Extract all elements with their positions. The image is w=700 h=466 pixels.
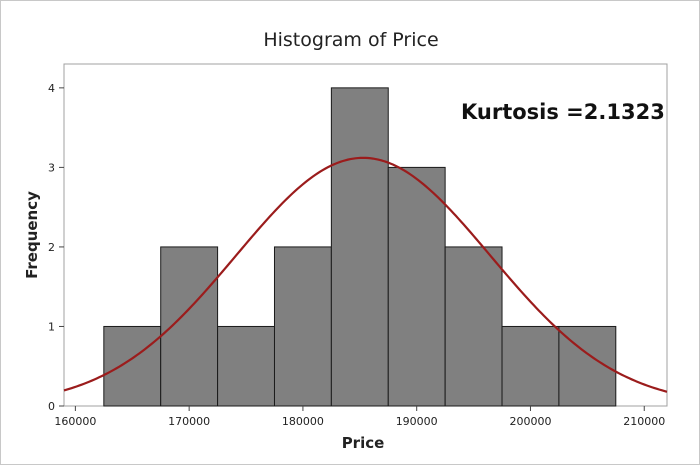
- histogram-bar: [273, 246, 332, 407]
- normal-fit-curve: [63, 156, 668, 393]
- curve-group: [63, 156, 668, 393]
- y-axis-ticks: 0 1 2 3 4: [48, 82, 64, 413]
- histogram-bar: [387, 166, 446, 407]
- x-tick-label: 180000: [282, 415, 324, 428]
- y-tick-label: 1: [48, 320, 55, 333]
- bars-group: [103, 87, 617, 407]
- y-tick-label: 4: [48, 82, 55, 95]
- x-tick-label: 200000: [509, 415, 551, 428]
- histogram-bar: [160, 246, 219, 407]
- x-tick-label: 170000: [168, 415, 210, 428]
- histogram-bar: [501, 325, 560, 407]
- x-tick-label: 190000: [396, 415, 438, 428]
- histogram-bar: [217, 325, 275, 407]
- kurtosis-annotation: Kurtosis =2.1323: [461, 100, 665, 124]
- histogram-bar: [330, 87, 389, 407]
- x-axis-label: Price: [342, 434, 385, 452]
- y-tick-label: 0: [48, 400, 55, 413]
- x-axis-ticks: 160000 170000 180000 190000 200000 210000: [54, 406, 665, 428]
- histogram-bar: [103, 325, 162, 407]
- histogram-bar: [444, 246, 503, 407]
- x-tick-label: 210000: [623, 415, 665, 428]
- y-tick-label: 3: [48, 161, 55, 174]
- y-tick-label: 2: [48, 241, 55, 254]
- y-axis-label: Frequency: [23, 191, 41, 279]
- chart-title: Histogram of Price: [263, 29, 438, 51]
- x-tick-label: 160000: [54, 415, 96, 428]
